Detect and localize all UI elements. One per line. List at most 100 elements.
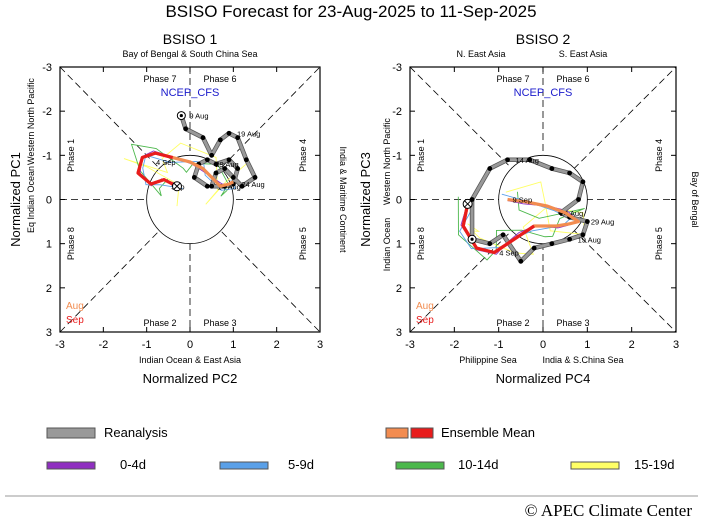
x-tick-label: 1: [230, 339, 236, 351]
region-label-bottom-right: India & S.China Sea: [542, 355, 623, 365]
reanalysis-point: [580, 232, 586, 238]
y-axis-label: Normalized PC1: [8, 152, 23, 247]
phase-label: Phase 3: [203, 318, 236, 328]
y-tick-label: -3: [42, 62, 52, 74]
reanalysis-line: [470, 158, 589, 263]
region-label-bottom: Indian Ocean & East Asia: [139, 355, 241, 365]
x-tick-label: 2: [629, 339, 635, 351]
region-label-left-inner: Western North Pacific: [26, 78, 36, 165]
reanalysis-date-label: 14 Aug: [218, 182, 241, 191]
reanalysis-point: [226, 130, 232, 136]
reanalysis-point: [576, 197, 581, 202]
ensemble-date-label: 9 Sep: [513, 196, 533, 205]
phase-label: Phase 8: [416, 227, 426, 260]
ensemble-mean-line-dark: [461, 203, 536, 255]
legend-label-0-4d: 0-4d: [120, 457, 146, 472]
region-label-left-outer: Eq Indian Ocean: [26, 166, 36, 233]
forecast-start-marker-cross: [464, 200, 471, 208]
x-tick-label: -2: [449, 339, 459, 351]
reanalysis-point: [204, 157, 210, 163]
x-tick-label: 3: [317, 339, 323, 351]
phase-label: Phase 8: [66, 227, 76, 260]
phase-label: Phase 5: [298, 227, 308, 260]
x-tick-label: 0: [540, 339, 546, 351]
phase-label: Phase 4: [298, 139, 308, 172]
phase-label: Phase 7: [496, 74, 529, 84]
region-label-top: Bay of Bengal & South China Sea: [122, 49, 257, 59]
reanalysis-point: [567, 170, 572, 176]
x-tick-label: -1: [142, 339, 152, 351]
reanalysis-point: [230, 175, 236, 180]
legend-swatch-reanalysis: [46, 427, 96, 439]
legend-swatch-0-4d: [46, 461, 96, 470]
reanalysis-point: [252, 175, 258, 180]
y-tick-label: -3: [392, 62, 402, 74]
reanalysis-date-label: 14 Aug: [516, 156, 539, 165]
model-label: NCEP_CFS: [514, 87, 573, 99]
panel-title: BSISO 1: [163, 31, 218, 47]
reanalysis-point: [226, 157, 232, 163]
y-tick-label: 3: [46, 327, 52, 339]
month-label-aug: Aug: [66, 301, 84, 312]
legend-swatch-5-9d: [219, 461, 269, 470]
region-label-right: India & Maritime Continent: [338, 146, 348, 253]
x-tick-label: -2: [98, 339, 108, 351]
phase-label: Phase 5: [654, 227, 664, 260]
x-tick-label: -3: [55, 339, 65, 351]
legend-label-reanalysis: Reanalysis: [104, 425, 168, 440]
y-tick-label: 1: [46, 239, 52, 251]
ensemble-date-label: 4 Sep: [499, 249, 519, 258]
reanalysis-point: [549, 241, 555, 247]
phase-label: Phase 2: [143, 318, 176, 328]
reanalysis-point: [239, 183, 245, 189]
y-tick-label: 3: [396, 327, 402, 339]
reanalysis-point: [213, 161, 219, 167]
reanalysis-date-label: 29 Aug: [215, 160, 238, 169]
reanalysis-point: [235, 166, 241, 171]
month-label-aug: Aug: [416, 301, 434, 312]
legend: Reanalysis Ensemble Mean 0-4d 5-9d 10-14…: [46, 425, 674, 472]
y-tick-label: -2: [42, 106, 52, 118]
reanalysis-point: [567, 236, 572, 242]
x-tick-label: 0: [187, 339, 193, 351]
region-label-top-right: S. East Asia: [559, 49, 608, 59]
y-tick-label: 1: [396, 239, 402, 251]
x-axis-label: Normalized PC4: [496, 371, 591, 386]
phase-label: Phase 6: [556, 74, 589, 84]
legend-swatch-ensemble-light: [385, 427, 409, 439]
reanalysis-point: [222, 166, 228, 171]
reanalysis-point: [191, 175, 197, 180]
reanalysis-point: [217, 137, 223, 143]
reanalysis-point: [209, 152, 215, 158]
y-tick-label: 0: [46, 195, 52, 207]
reanalysis-point: [235, 135, 241, 141]
reanalysis-point: [487, 166, 493, 171]
phase-label: Phase 3: [556, 318, 589, 328]
reanalysis-point: [584, 219, 590, 224]
reanalysis-point: [204, 183, 210, 189]
reanalysis-point: [183, 126, 189, 132]
x-tick-label: 2: [274, 339, 280, 351]
reanalysis-point: [531, 245, 537, 251]
phase-label: Phase 1: [66, 139, 76, 172]
x-tick-label: -1: [494, 339, 504, 351]
y-tick-label: 2: [46, 283, 52, 295]
x-tick-label: -3: [405, 339, 415, 351]
legend-label-5-9d: 5-9d: [288, 457, 314, 472]
reanalysis-date-label: 29 Aug: [591, 218, 614, 227]
region-label-left-inner: Western North Pacific: [382, 118, 392, 205]
figure-title: BSISO Forecast for 23-Aug-2025 to 11-Sep…: [165, 2, 536, 21]
month-label-sep: Sep: [66, 315, 84, 326]
x-tick-label: 3: [673, 339, 679, 351]
reanalysis-point: [549, 166, 555, 171]
diagonal-line: [59, 66, 321, 333]
y-tick-label: 2: [396, 283, 402, 295]
ensemble-member-line: [142, 153, 236, 191]
reanalysis-date-label: 24 Aug: [241, 180, 264, 189]
legend-label-10-14d: 10-14d: [458, 457, 498, 472]
y-axis-label: Normalized PC3: [358, 152, 373, 247]
model-label: NCEP_CFS: [161, 87, 220, 99]
legend-swatch-15-19d: [570, 461, 620, 470]
